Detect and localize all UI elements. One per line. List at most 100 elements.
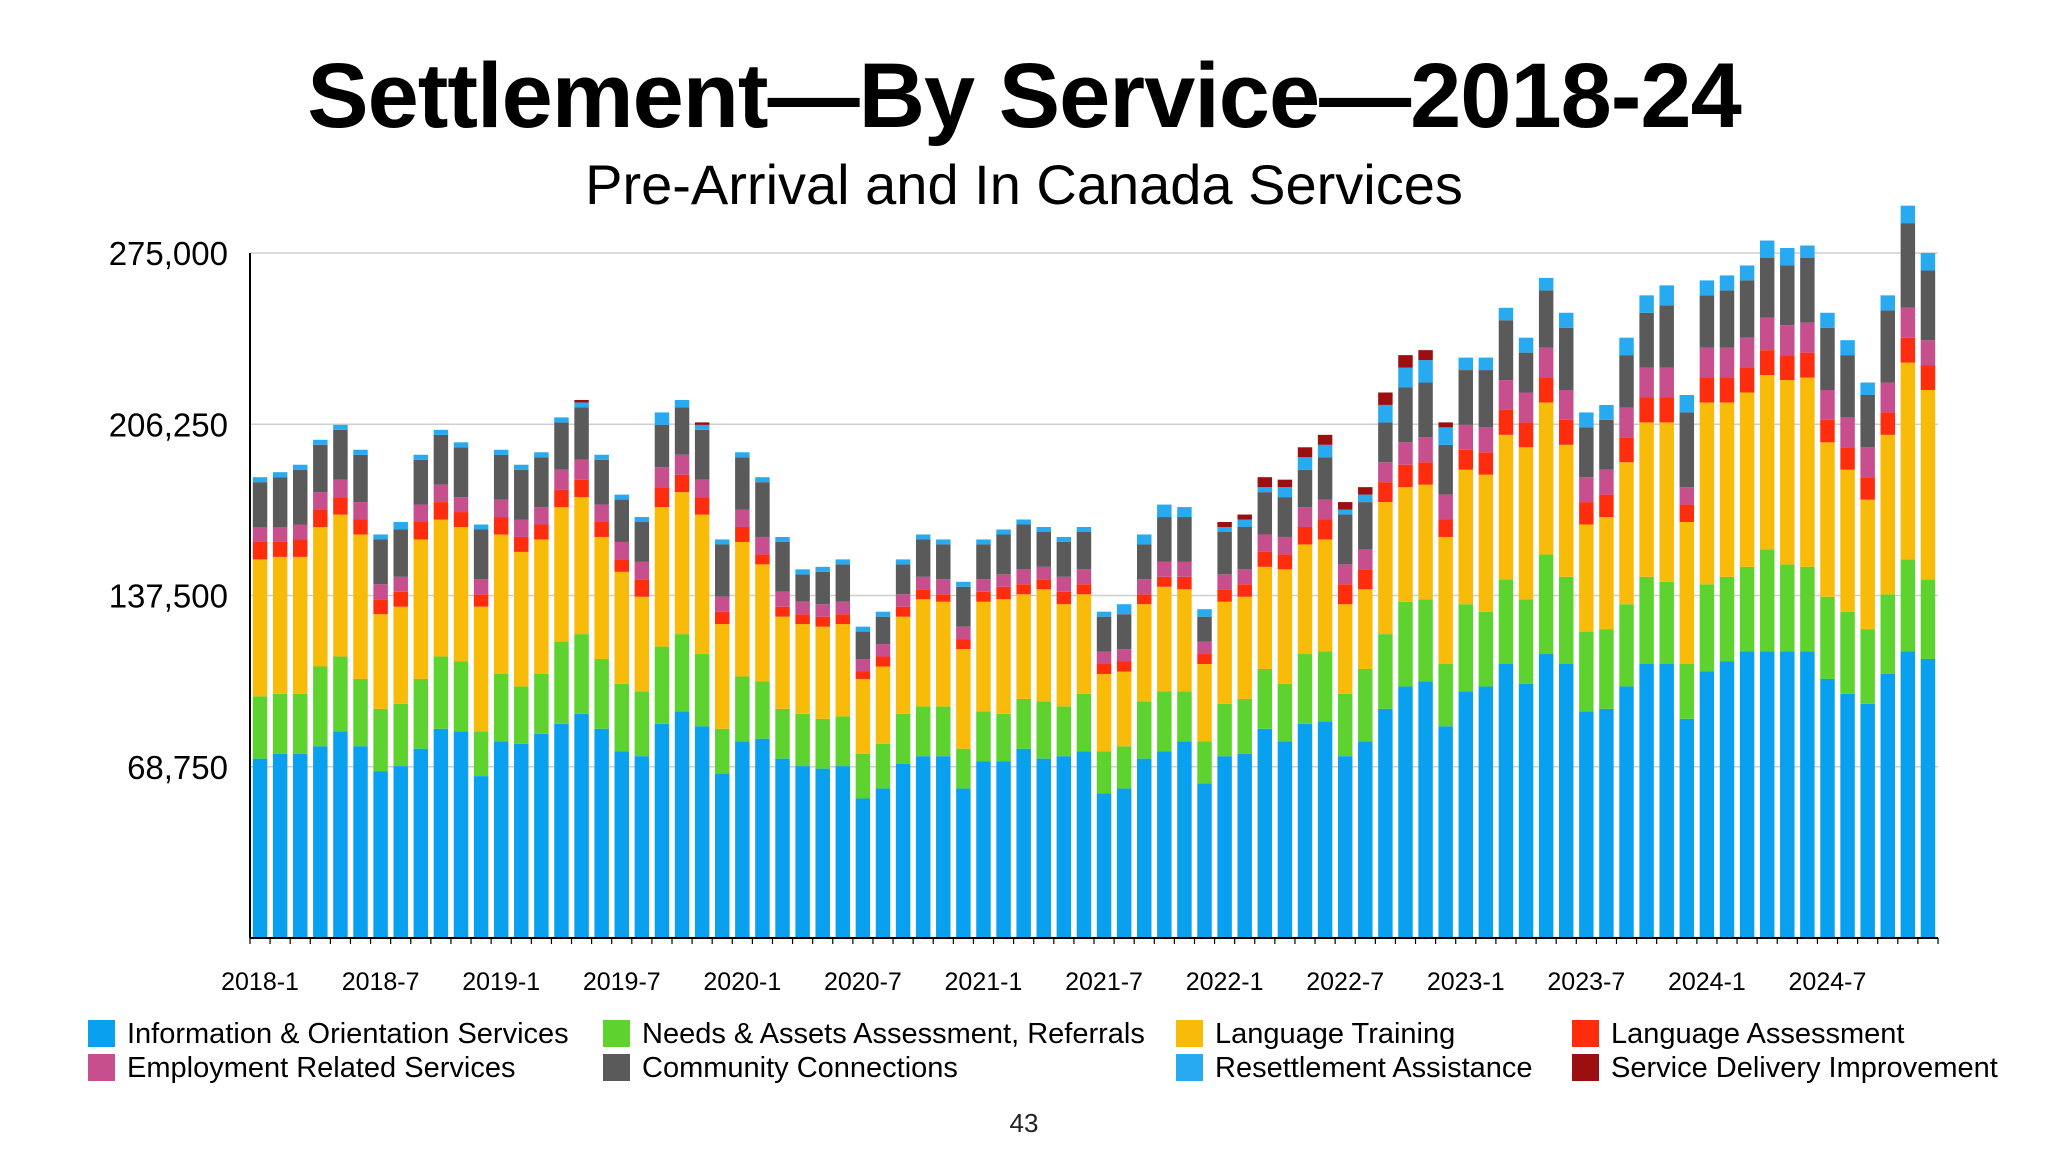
bar-segment <box>373 614 388 709</box>
bar-segment <box>1237 569 1252 585</box>
bar-segment <box>353 746 368 938</box>
bar-segment <box>1619 355 1634 408</box>
legend-label: Resettlement Assistance <box>1215 1052 1533 1084</box>
bar-segment <box>1317 651 1333 722</box>
bar-segment <box>875 611 891 617</box>
bar-segment <box>1860 382 1875 395</box>
bar-segment <box>1016 748 1031 938</box>
bar-segment <box>1880 412 1895 435</box>
bar-segment <box>353 534 368 679</box>
bar-segment <box>875 666 891 744</box>
bar-segment <box>614 559 629 572</box>
y-tick-label: 137,500 <box>109 578 228 615</box>
bar-segment <box>1157 751 1172 938</box>
bar-segment <box>1579 477 1594 503</box>
bar-segment <box>1518 599 1534 684</box>
bar-segment <box>1337 564 1353 585</box>
bar-segment <box>1800 245 1815 258</box>
bar-segment <box>313 492 328 510</box>
bar-segment <box>654 507 670 647</box>
bar-segment <box>1076 569 1092 585</box>
bar-segment <box>835 766 851 938</box>
bar-segment <box>554 422 569 470</box>
bar-segment <box>1257 492 1273 535</box>
bar-segment <box>1398 442 1413 465</box>
bar-segment <box>775 758 790 938</box>
bar-segment <box>1780 325 1795 356</box>
bar-segment <box>1297 544 1313 655</box>
bar-segment <box>1257 668 1273 729</box>
bar-segment <box>1297 469 1313 508</box>
bar-segment <box>473 524 489 530</box>
bar-segment <box>1036 527 1051 532</box>
bar-segment <box>594 728 609 938</box>
bar-segment <box>915 756 931 938</box>
bar-segment <box>393 606 408 704</box>
bar-segment <box>1699 347 1715 378</box>
bar-segment <box>1157 691 1172 752</box>
bar-segment <box>1438 664 1453 727</box>
bar-segment <box>976 711 991 762</box>
bar-segment <box>1398 387 1413 443</box>
bar-segment <box>1036 701 1051 759</box>
bar-segment <box>1639 367 1654 398</box>
bar-segment <box>1297 654 1313 724</box>
bar-segment <box>1518 422 1534 448</box>
bar-segment <box>674 634 690 712</box>
bar-segment <box>1538 377 1554 403</box>
bar-segment <box>715 611 730 625</box>
bar-segment <box>956 586 971 627</box>
bar-segment <box>1157 561 1172 577</box>
bar-segment <box>333 514 348 657</box>
bar-segment <box>1157 517 1172 562</box>
bar-segment <box>915 599 931 707</box>
bar-segment <box>1016 519 1031 525</box>
bar-segment <box>1820 678 1835 938</box>
bar-segment <box>1559 327 1574 390</box>
bar-segment <box>1880 310 1895 383</box>
bar-segment <box>815 604 830 617</box>
bar-segment <box>634 691 650 757</box>
bar-segment <box>293 693 308 754</box>
bar-segment <box>956 649 971 749</box>
bar-segment <box>795 569 810 575</box>
bar-segment <box>1599 708 1614 938</box>
bar-segment <box>1378 708 1393 938</box>
bar-segment <box>1920 365 1936 390</box>
bar-segment <box>1137 579 1152 595</box>
bar-segment <box>1498 307 1514 321</box>
bar-segment <box>1458 449 1473 470</box>
bar-segment <box>493 517 509 535</box>
bar-segment <box>735 676 750 742</box>
bar-segment <box>1739 651 1755 938</box>
bar-segment <box>674 711 690 938</box>
bar-segment <box>433 429 449 435</box>
bar-segment <box>453 497 469 513</box>
bar-segment <box>654 467 670 488</box>
bar-segment <box>413 504 429 523</box>
bar-segment <box>715 773 730 938</box>
bar-segment <box>473 529 489 580</box>
bar-segment <box>1317 721 1333 938</box>
bar-segment <box>574 399 589 403</box>
bar-segment <box>1317 444 1333 458</box>
bar-segment <box>1036 758 1051 938</box>
bar-segment <box>333 479 348 498</box>
bar-segment <box>1498 434 1514 580</box>
bar-segment <box>333 424 348 430</box>
bar-segment <box>1759 257 1775 318</box>
legend-label: Language Training <box>1215 1018 1456 1050</box>
bar-segment <box>252 541 268 560</box>
bar-segment <box>1277 554 1293 570</box>
bar-segment <box>1137 594 1152 605</box>
bar-segment <box>1217 703 1232 757</box>
bar-segment <box>715 539 730 545</box>
bar-segment <box>1780 380 1795 565</box>
bar-segment <box>1217 522 1232 527</box>
bar-segment <box>1036 579 1051 590</box>
bar-segment <box>1699 584 1715 672</box>
bar-segment <box>353 502 368 520</box>
bar-segment <box>715 596 730 612</box>
bar-segment <box>1599 517 1614 630</box>
bar-segment <box>775 616 790 709</box>
